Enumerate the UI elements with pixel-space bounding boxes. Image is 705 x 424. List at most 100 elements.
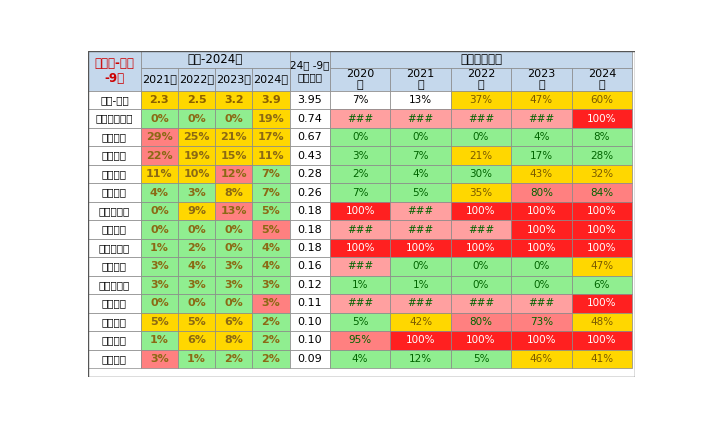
Text: 1%: 1% xyxy=(150,243,169,253)
Text: 48%: 48% xyxy=(590,317,613,327)
Text: 江淮汽车: 江淮汽车 xyxy=(102,354,127,364)
Bar xyxy=(141,109,178,128)
Bar xyxy=(290,109,330,128)
Text: 0%: 0% xyxy=(352,132,368,142)
Text: 山西新能源: 山西新能源 xyxy=(99,243,130,253)
Text: 0%: 0% xyxy=(150,298,168,308)
Bar xyxy=(141,91,178,109)
Bar xyxy=(252,91,290,109)
Bar xyxy=(330,91,391,109)
Text: 0.43: 0.43 xyxy=(298,151,322,161)
Bar xyxy=(252,109,290,128)
Bar xyxy=(178,202,215,220)
Bar xyxy=(450,239,511,257)
Text: 3%: 3% xyxy=(224,280,243,290)
Bar xyxy=(572,239,632,257)
Bar xyxy=(290,183,330,202)
Text: 100%: 100% xyxy=(587,225,617,234)
Bar xyxy=(252,350,290,368)
Text: 4%: 4% xyxy=(187,262,206,271)
Bar xyxy=(330,294,391,312)
Bar xyxy=(450,183,511,202)
Bar xyxy=(391,276,450,294)
Bar xyxy=(572,294,632,312)
Text: 0%: 0% xyxy=(533,280,550,290)
Bar xyxy=(450,91,511,109)
Bar xyxy=(215,146,252,165)
Text: 100%: 100% xyxy=(406,243,436,253)
Bar xyxy=(391,183,450,202)
Bar xyxy=(391,91,450,109)
Text: 10%: 10% xyxy=(183,169,210,179)
Text: 3%: 3% xyxy=(352,151,369,161)
Text: 73%: 73% xyxy=(530,317,553,327)
Bar xyxy=(290,91,330,109)
Text: 2.3: 2.3 xyxy=(149,95,169,105)
Bar xyxy=(511,91,572,109)
Text: 60%: 60% xyxy=(591,95,613,105)
Text: 东风汽车: 东风汽车 xyxy=(102,317,127,327)
Bar xyxy=(215,294,252,312)
Text: 份额-2024年: 份额-2024年 xyxy=(188,53,243,66)
Bar xyxy=(141,165,178,183)
Text: 30%: 30% xyxy=(470,169,493,179)
Text: 0%: 0% xyxy=(150,114,168,124)
Bar xyxy=(450,294,511,312)
Bar xyxy=(450,350,511,368)
Text: 0%: 0% xyxy=(150,225,168,234)
Text: 0%: 0% xyxy=(533,262,550,271)
Text: 6%: 6% xyxy=(224,317,243,327)
Text: 9%: 9% xyxy=(187,206,206,216)
Text: 7%: 7% xyxy=(412,151,429,161)
Text: 100%: 100% xyxy=(527,243,556,253)
Bar xyxy=(450,109,511,128)
Bar xyxy=(330,276,391,294)
Text: 24年 -9月
交强险量: 24年 -9月 交强险量 xyxy=(290,60,329,82)
Bar xyxy=(511,331,572,350)
Bar xyxy=(290,294,330,312)
Text: 0%: 0% xyxy=(473,280,489,290)
Bar xyxy=(178,257,215,276)
Text: 5%: 5% xyxy=(188,317,206,327)
Bar xyxy=(252,183,290,202)
Text: 1%: 1% xyxy=(352,280,369,290)
Bar xyxy=(330,202,391,220)
Text: 100%: 100% xyxy=(345,243,375,253)
Text: 100%: 100% xyxy=(466,206,496,216)
Bar xyxy=(391,109,450,128)
Text: 0.18: 0.18 xyxy=(298,225,322,234)
Text: 11%: 11% xyxy=(258,151,284,161)
Text: 80%: 80% xyxy=(470,317,493,327)
Text: 2023年: 2023年 xyxy=(216,74,251,84)
Text: 3%: 3% xyxy=(262,298,281,308)
Text: 17%: 17% xyxy=(530,151,553,161)
Text: 2%: 2% xyxy=(188,243,206,253)
Bar xyxy=(572,128,632,146)
Text: 0.18: 0.18 xyxy=(298,243,322,253)
Bar xyxy=(178,109,215,128)
Text: 4%: 4% xyxy=(150,187,169,198)
Bar xyxy=(178,220,215,239)
Bar xyxy=(290,128,330,146)
Text: 37%: 37% xyxy=(470,95,493,105)
Text: 100%: 100% xyxy=(466,335,496,346)
Bar xyxy=(215,220,252,239)
Text: 6%: 6% xyxy=(594,280,611,290)
Bar xyxy=(330,312,391,331)
Text: ###: ### xyxy=(468,114,494,124)
Text: 2022
年: 2022 年 xyxy=(467,69,495,90)
Text: 100%: 100% xyxy=(587,298,617,308)
Text: 0%: 0% xyxy=(224,298,243,308)
Bar xyxy=(391,350,450,368)
Text: 2022年: 2022年 xyxy=(179,74,214,84)
Text: 4%: 4% xyxy=(262,243,281,253)
Text: 3%: 3% xyxy=(188,280,206,290)
Text: 100%: 100% xyxy=(466,243,496,253)
Bar xyxy=(141,350,178,368)
Bar xyxy=(511,109,572,128)
Bar xyxy=(450,68,511,91)
Bar xyxy=(391,220,450,239)
Text: 100%: 100% xyxy=(587,206,617,216)
Bar xyxy=(88,220,141,239)
Text: 上汽依维柯: 上汽依维柯 xyxy=(99,280,130,290)
